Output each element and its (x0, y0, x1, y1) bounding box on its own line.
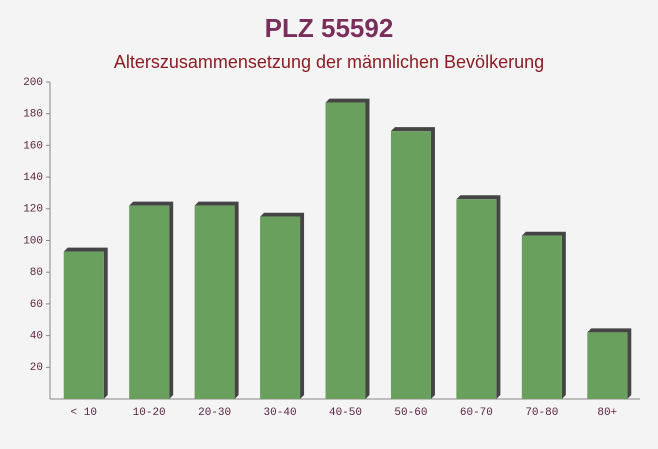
y-tick-label: 180 (23, 109, 43, 121)
x-tick-label: 60-70 (460, 407, 493, 419)
y-tick-label: 160 (23, 140, 43, 152)
x-tick-label: 10-20 (133, 407, 166, 419)
y-tick-label: 60 (30, 299, 43, 311)
y-tick-label: 120 (23, 204, 43, 216)
bar (390, 131, 431, 399)
x-tick-label: 70-80 (525, 407, 558, 419)
chart-subtitle: Alterszusammensetzung der männlichen Bev… (114, 52, 544, 72)
bar (521, 235, 562, 399)
chart-title: PLZ 55592 (265, 13, 394, 43)
y-tick-label: 80 (30, 267, 43, 279)
bar (129, 205, 170, 399)
y-tick-label: 100 (23, 235, 43, 247)
y-tick-label: 140 (23, 172, 43, 184)
bar (260, 216, 301, 399)
x-tick-label: 20-30 (198, 407, 231, 419)
x-tick-label: 30-40 (264, 407, 297, 419)
bar (194, 205, 235, 399)
y-tick-label: 40 (30, 331, 43, 343)
bar (456, 199, 497, 399)
y-tick-label: 20 (30, 362, 43, 374)
x-tick-label: 80+ (597, 407, 617, 419)
x-tick-label: 40-50 (329, 407, 362, 419)
x-tick-label: 50-60 (394, 407, 427, 419)
bar (63, 251, 104, 399)
y-tick-label: 200 (23, 77, 43, 89)
x-tick-label: < 10 (71, 407, 97, 419)
bar (587, 332, 628, 399)
bar (325, 102, 366, 399)
